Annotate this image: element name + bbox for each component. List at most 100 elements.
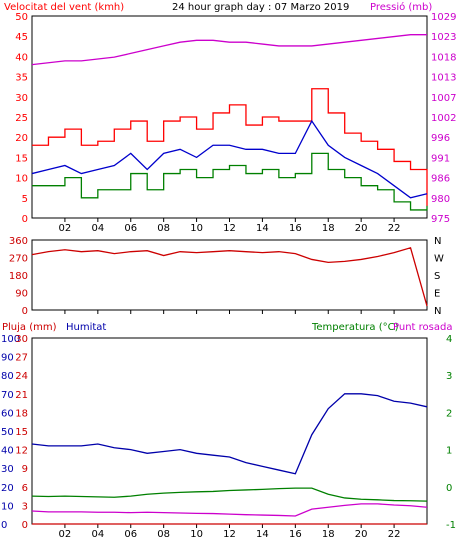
y-left-tick-label: 50: [15, 12, 28, 23]
direction-line: [31, 246, 428, 307]
dir-tick-label: 90: [15, 289, 28, 300]
compass-label: N: [434, 236, 441, 247]
x-tick-label: 02: [59, 529, 72, 540]
panel1-right-axis: 975 980 986 991 996 1002 1007 1013 1018 1023 1029: [431, 12, 456, 225]
y-right-tick-label: 1018: [431, 52, 456, 63]
rain-tick-label: 15: [15, 427, 28, 438]
humidity-tick-label: 50: [1, 427, 14, 438]
x-tick-label: 20: [355, 529, 368, 540]
rain-tick-label: 30: [15, 334, 28, 345]
min-line: [32, 152, 428, 211]
x-tick-label: 14: [256, 529, 269, 540]
y-left-tick-label: 25: [15, 113, 28, 124]
y-right-tick-label: 1007: [431, 93, 456, 104]
x-tick-label: 10: [190, 223, 203, 234]
x-tick-label: 16: [289, 223, 302, 234]
y-right-tick-label: 986: [431, 174, 450, 185]
gust-line: [32, 88, 428, 206]
y-left-tick-label: 20: [15, 133, 28, 144]
compass-label: S: [434, 271, 440, 282]
y-right-tick-label: 1029: [431, 12, 456, 23]
rain-tick-label: 0: [22, 520, 28, 531]
rain-label: Pluja (mm): [2, 322, 57, 333]
y-left-tick-label: 35: [15, 73, 28, 84]
y-left-tick-label: 0: [22, 214, 28, 225]
panel3-x-axis: 02 04 06 08 10 12 14 16 18 20 22: [59, 524, 401, 540]
x-tick-label: 08: [157, 223, 170, 234]
y-left-tick-label: 15: [15, 153, 28, 164]
y-right-tick-label: 1002: [431, 113, 456, 124]
dewpoint-line: [31, 503, 428, 517]
humidity-tick-label: 20: [1, 483, 14, 494]
rain-tick-label: 27: [15, 353, 28, 364]
humidity-tick-label: 70: [1, 390, 14, 401]
y-left-tick-label: 40: [15, 52, 28, 63]
x-tick-label: 04: [91, 223, 104, 234]
wind-speed-label: Velocitat del vent (kmh): [4, 2, 124, 13]
x-tick-label: 18: [322, 529, 335, 540]
y-left-tick-label: 30: [15, 93, 28, 104]
y-left-tick-label: 5: [22, 194, 28, 205]
x-tick-label: 10: [190, 529, 203, 540]
compass-label: N: [434, 306, 441, 317]
dir-tick-label: 0: [22, 306, 28, 317]
temp-tick-label: 3: [446, 371, 452, 382]
panel3-series: [31, 393, 428, 525]
x-tick-label: 06: [124, 529, 137, 540]
rain-tick-label: 3: [22, 501, 28, 512]
humidity-label: Humitat: [66, 322, 106, 333]
compass-label: W: [434, 254, 444, 265]
x-tick-label: 22: [388, 529, 401, 540]
dewpoint-label: Punt rosada: [393, 322, 452, 333]
humidity-tick-label: 40: [1, 446, 14, 457]
y-right-tick-label: 996: [431, 133, 450, 144]
pressure-line: [31, 34, 427, 66]
x-tick-label: 08: [157, 529, 170, 540]
panel1-series: [31, 34, 428, 211]
rain-tick-label: 24: [15, 371, 28, 382]
chart-title: 24 hour graph day : 07 Marzo 2019: [172, 2, 349, 13]
x-tick-label: 22: [388, 223, 401, 234]
panel2-x-axis: [64, 310, 395, 314]
dir-tick-label: 360: [9, 236, 28, 247]
dir-tick-label: 270: [9, 254, 28, 265]
avg-line: [31, 119, 428, 199]
temperature-label: Temperatura (°C): [311, 322, 399, 333]
temp-tick-label: 2: [446, 408, 452, 419]
x-tick-label: 20: [355, 223, 368, 234]
temp-tick-label: -1: [446, 520, 456, 531]
rain-tick-label: 9: [22, 464, 28, 475]
humidity-tick-label: 30: [1, 464, 14, 475]
panel3-right-axis: 4 3 2 1 0 -1: [446, 334, 456, 531]
x-tick-label: 16: [289, 529, 302, 540]
y-left-tick-label: 45: [15, 32, 28, 43]
humidity-tick-label: 90: [1, 353, 14, 364]
y-right-tick-label: 1023: [431, 32, 456, 43]
x-tick-label: 18: [322, 223, 335, 234]
x-tick-label: 06: [124, 223, 137, 234]
temp-tick-label: 4: [446, 334, 452, 345]
y-right-tick-label: 1013: [431, 73, 456, 84]
panel3-left-axis: 0 10 20 30 40 50 60 70 80 90 100 0 3 6 9 12 15 18 21 24 27 30: [1, 334, 28, 531]
temp-tick-label: 0: [446, 483, 452, 494]
humidity-tick-label: 80: [1, 371, 14, 382]
y-right-tick-label: 975: [431, 214, 450, 225]
humidity-line: [31, 393, 428, 475]
panel1-frame: [31, 15, 428, 219]
x-tick-label: 04: [91, 529, 104, 540]
humidity-tick-label: 60: [1, 408, 14, 419]
rain-tick-label: 18: [15, 408, 28, 419]
y-right-tick-label: 980: [431, 194, 450, 205]
temperature-line: [31, 487, 428, 502]
x-tick-label: 12: [223, 223, 236, 234]
humidity-tick-label: 0: [1, 520, 7, 531]
y-left-tick-label: 10: [15, 174, 28, 185]
x-tick-label: 14: [256, 223, 269, 234]
rain-tick-label: 21: [15, 390, 28, 401]
rain-tick-label: 6: [22, 483, 28, 494]
x-tick-label: 02: [59, 223, 72, 234]
temp-tick-label: 1: [446, 446, 452, 457]
panel2-series: [31, 246, 428, 307]
y-right-tick-label: 991: [431, 153, 450, 164]
